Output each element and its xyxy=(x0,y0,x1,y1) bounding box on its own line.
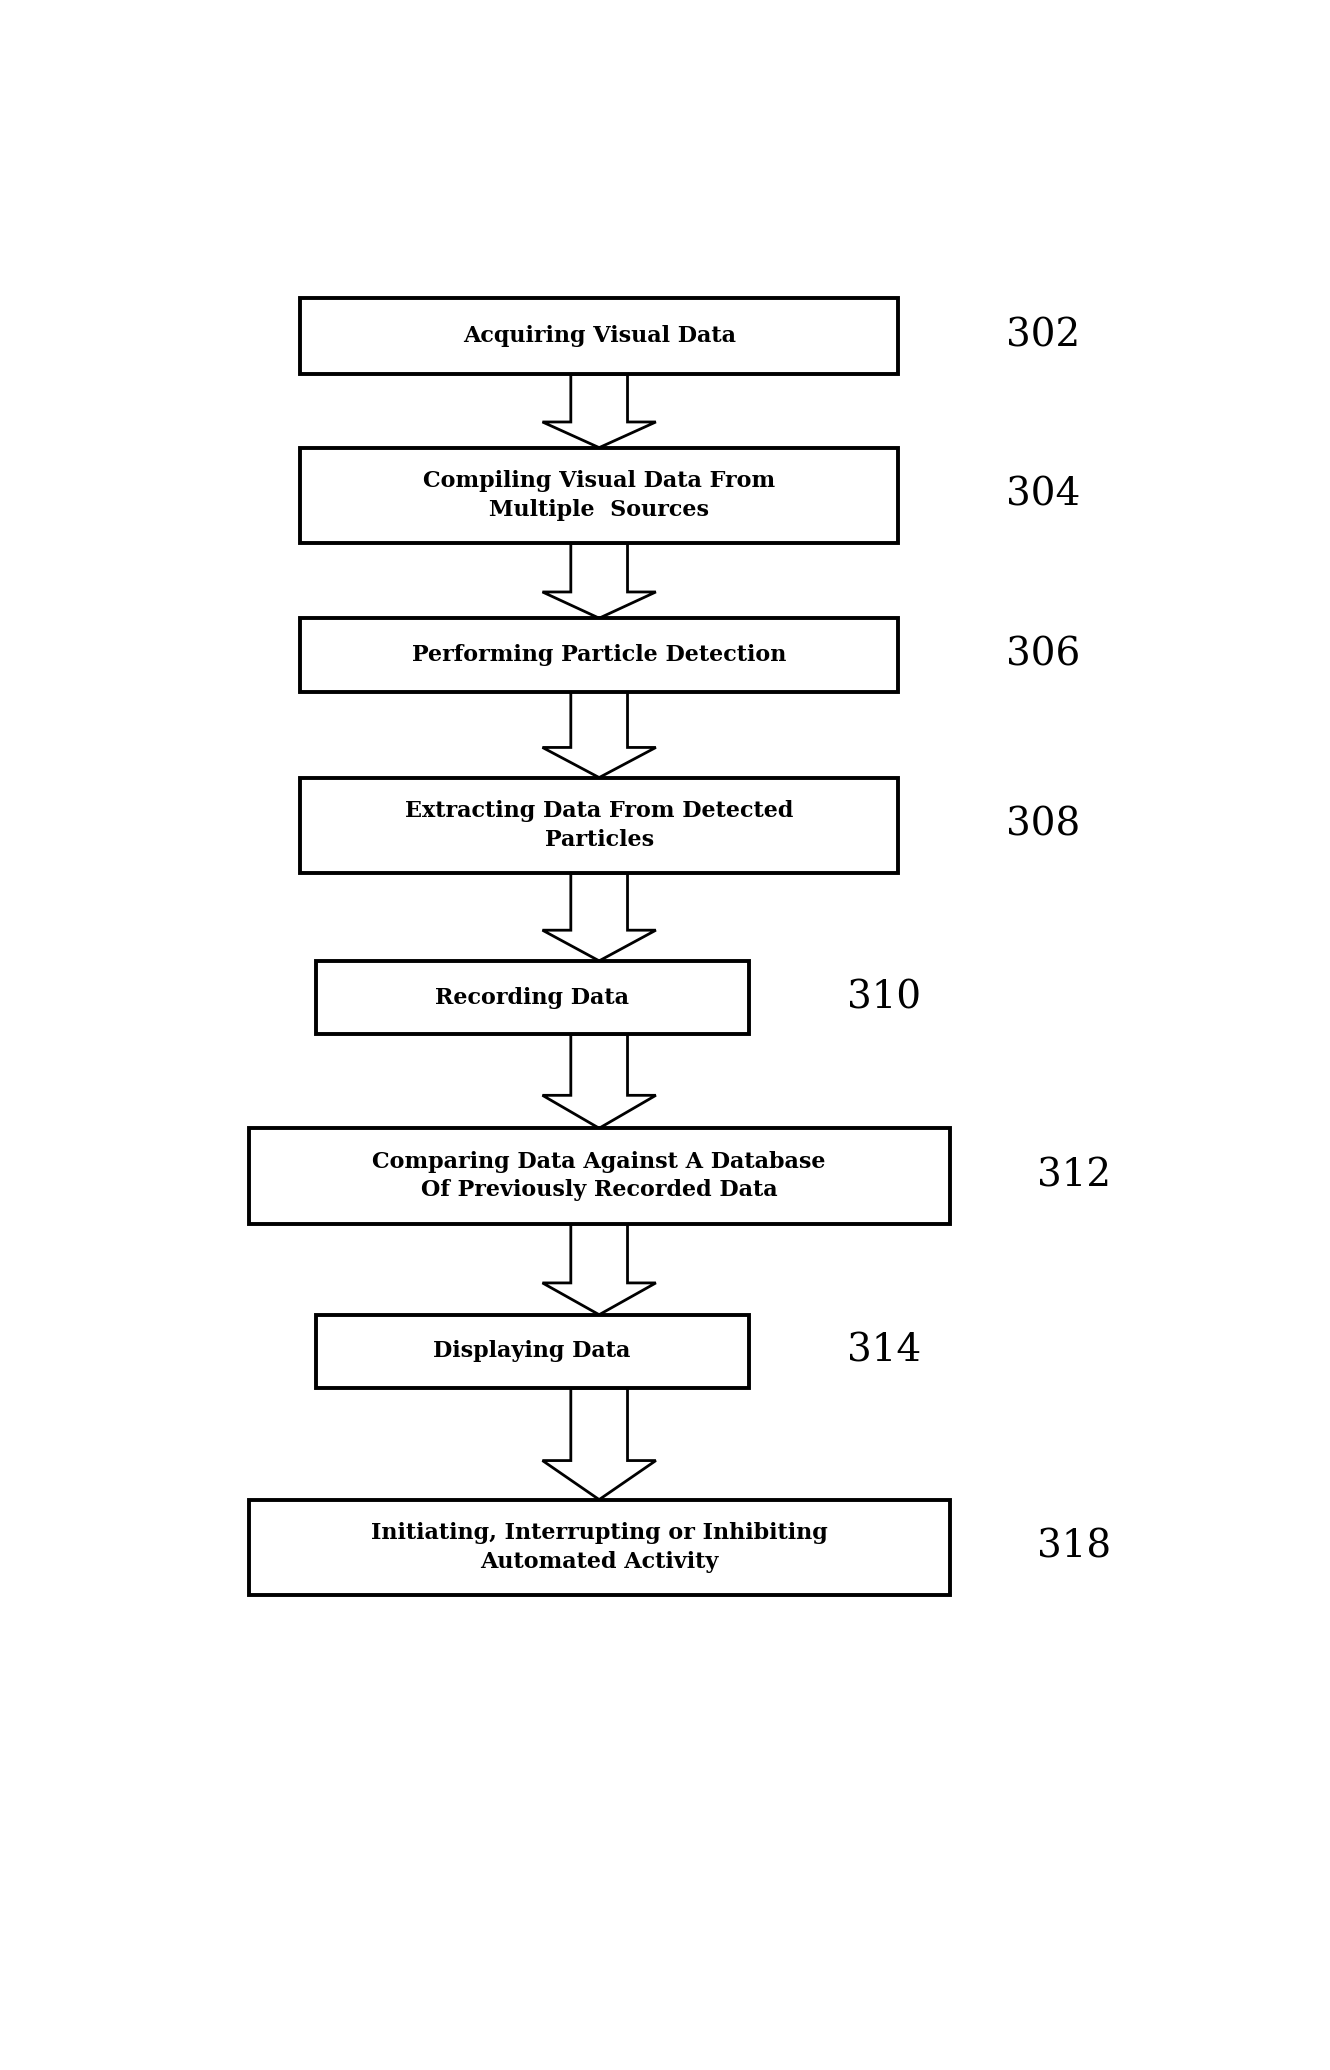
Text: Comparing Data Against A Database
Of Previously Recorded Data: Comparing Data Against A Database Of Pre… xyxy=(372,1151,826,1201)
Text: 308: 308 xyxy=(1007,807,1080,845)
Polygon shape xyxy=(543,375,656,447)
FancyBboxPatch shape xyxy=(301,447,898,542)
Text: 306: 306 xyxy=(1007,635,1080,673)
Text: Recording Data: Recording Data xyxy=(435,987,629,1008)
FancyBboxPatch shape xyxy=(249,1128,950,1223)
FancyBboxPatch shape xyxy=(315,1314,749,1389)
Text: 304: 304 xyxy=(1007,476,1081,513)
Polygon shape xyxy=(543,1035,656,1128)
Text: 302: 302 xyxy=(1007,317,1080,354)
FancyBboxPatch shape xyxy=(301,619,898,691)
Text: 312: 312 xyxy=(1037,1157,1112,1194)
Polygon shape xyxy=(543,1389,656,1499)
Text: Compiling Visual Data From
Multiple  Sources: Compiling Visual Data From Multiple Sour… xyxy=(423,470,775,522)
Text: Extracting Data From Detected
Particles: Extracting Data From Detected Particles xyxy=(404,799,794,851)
FancyBboxPatch shape xyxy=(301,298,898,375)
FancyBboxPatch shape xyxy=(315,960,749,1035)
Text: Displaying Data: Displaying Data xyxy=(434,1341,630,1362)
Polygon shape xyxy=(543,1223,656,1314)
Text: Initiating, Interrupting or Inhibiting
Automated Activity: Initiating, Interrupting or Inhibiting A… xyxy=(371,1521,827,1573)
Text: Acquiring Visual Data: Acquiring Visual Data xyxy=(463,325,735,348)
Polygon shape xyxy=(543,542,656,619)
Text: 314: 314 xyxy=(847,1333,920,1370)
FancyBboxPatch shape xyxy=(249,1499,950,1596)
Polygon shape xyxy=(543,874,656,960)
FancyBboxPatch shape xyxy=(301,778,898,874)
Text: Performing Particle Detection: Performing Particle Detection xyxy=(412,644,786,667)
Text: 318: 318 xyxy=(1037,1530,1112,1565)
Text: 310: 310 xyxy=(847,979,920,1016)
Polygon shape xyxy=(543,691,656,778)
